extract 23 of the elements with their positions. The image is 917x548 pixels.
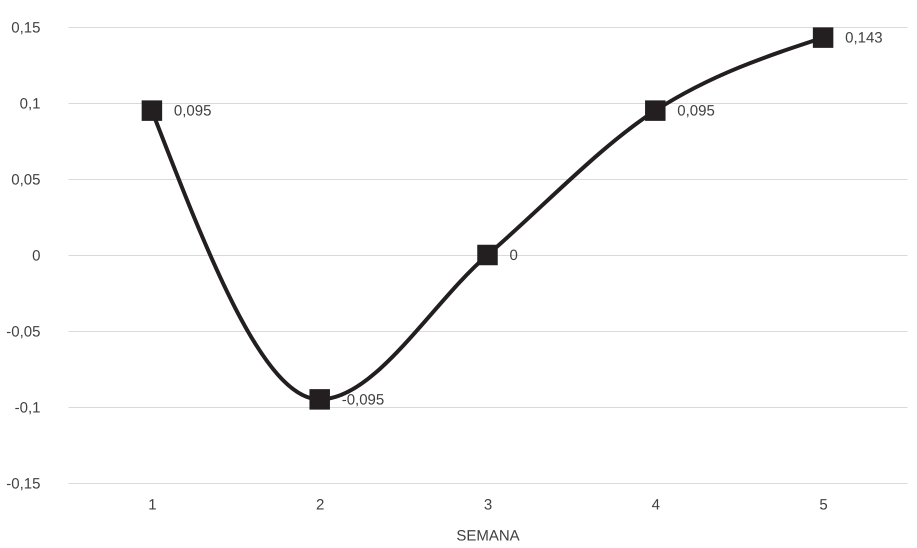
point [477,244,498,266]
point [309,389,330,410]
x-axis-title: SEMANA [456,528,520,544]
x-tick-label: 3 [484,496,492,514]
x-tick-label: 2 [316,496,324,514]
x-tick-label: 1 [148,496,157,514]
y-tick-label: -0,1 [14,400,40,416]
point [812,27,834,48]
y-tick-label: -0,15 [6,476,40,492]
data-label: 0 [510,247,518,264]
point [645,100,666,121]
y-tick-label: 0,1 [20,96,40,112]
point [142,100,162,121]
x-tick-label: 5 [819,496,828,514]
data-label: 0,095 [174,102,212,120]
y-tick-label: -0,05 [6,324,40,340]
data-label: 0,095 [677,102,715,120]
y-tick-label: 0,05 [11,172,40,188]
data-label: -0,095 [342,391,384,408]
y-tick-label: 0,15 [11,20,40,36]
y-tick-label: 0 [32,248,40,264]
x-tick-label: 4 [652,496,660,514]
data-label: 0,143 [845,30,883,47]
